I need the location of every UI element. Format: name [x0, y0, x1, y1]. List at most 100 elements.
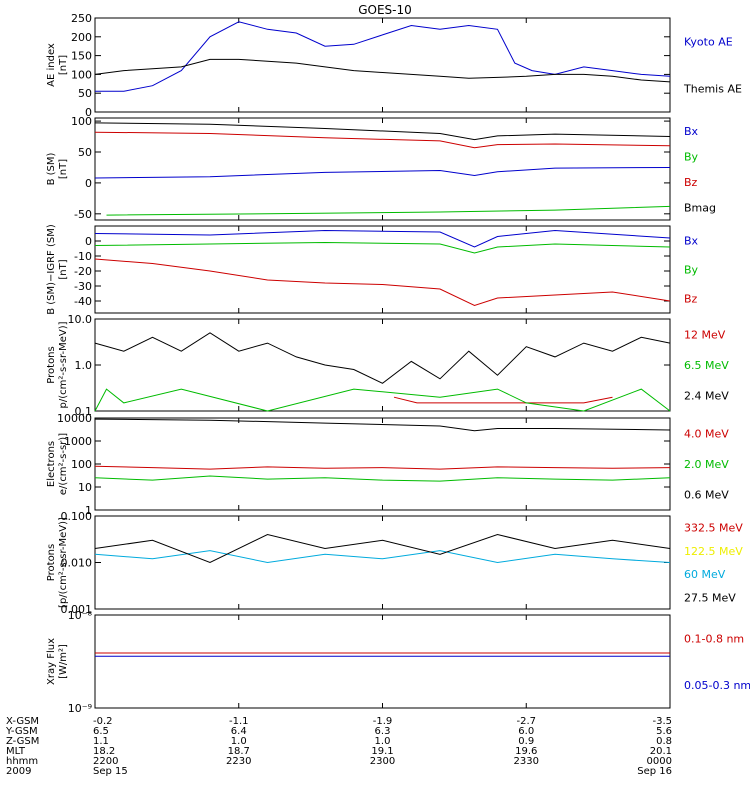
x-axis-value: 6.5: [93, 726, 109, 737]
y-tick-label: -40: [74, 295, 92, 308]
legend-label: Bx: [684, 125, 699, 138]
y-tick-label: 150: [71, 50, 92, 63]
y-tick-label: -10: [74, 250, 92, 263]
x-axis-value: -3.5: [652, 716, 672, 727]
legend-label: 0.6 MeV: [684, 489, 729, 502]
x-axis-value: 1.0: [231, 736, 247, 747]
series-line: [94, 550, 671, 564]
legend-label: By: [684, 264, 699, 277]
y-axis-unit-label: p/(cm²-s-sr-MeV)]: [58, 321, 69, 408]
series-line: [94, 388, 671, 412]
x-axis-value: -2.7: [516, 716, 536, 727]
y-tick-label: -30: [74, 280, 92, 293]
y-axis-label: B (SM): [46, 152, 57, 185]
y-tick-label: 0: [85, 235, 92, 248]
y-tick-label: 0: [85, 106, 92, 119]
y-axis-label: Protons: [46, 346, 57, 383]
panel-6: 0.001 0.010 0.100 Protons [p/(cm²-s-sr-MeV)]…: [46, 510, 743, 616]
panel-frame: [94, 17, 671, 113]
x-axis-value: 6.3: [375, 726, 391, 737]
legend-label: 4.0 MeV: [684, 427, 729, 440]
x-axis-value: 6.0: [518, 726, 534, 737]
series-line: [94, 258, 671, 307]
y-tick-label: 0: [85, 177, 92, 190]
y-axis-unit-label: [W/m²]: [58, 644, 69, 679]
series-line: [94, 131, 671, 149]
series-line: [94, 122, 671, 141]
panel-frame: [94, 515, 671, 610]
y-axis-unit-label: e/(cm²-s-sr)]: [58, 433, 69, 495]
x-axis-value: 20.1: [650, 746, 672, 757]
legend-label: 2.0 MeV: [684, 458, 729, 471]
y-tick-label: 100: [71, 458, 92, 471]
x-axis-value: 2230: [226, 756, 251, 767]
x-axis-value: 5.6: [656, 726, 672, 737]
y-tick-label: 0.1: [75, 405, 93, 418]
legend-label: 0.1-0.8 nm: [684, 632, 744, 645]
y-tick-label: 50: [78, 87, 92, 100]
series-line: [94, 229, 671, 248]
x-axis-value: 18.2: [93, 746, 115, 757]
y-axis-unit-label: [nT]: [58, 55, 69, 75]
y-tick-label: -50: [74, 208, 92, 221]
legend-label: Bz: [684, 176, 698, 189]
x-axis-row-label: hhmm: [6, 756, 38, 767]
y-tick-label: 10⁻⁹: [68, 702, 92, 715]
series-line: [95, 21, 671, 92]
legend-label: 0.05-0.3 nm: [684, 679, 750, 692]
y-tick-label: 100: [71, 115, 92, 128]
y-tick-label: 100: [71, 68, 92, 81]
x-axis-value: 19.1: [371, 746, 393, 757]
legend-label: 122.5 MeV: [684, 545, 743, 558]
panel-5: 1 10 100 1000 10000 Electrons e/(cm²-s-sr)] 4.0…: [46, 412, 729, 517]
y-axis-label: Electrons: [46, 441, 57, 487]
series-line: [94, 533, 671, 564]
panel-frame: [94, 417, 671, 511]
series-line: [94, 475, 671, 482]
y-tick-label: 1: [85, 504, 92, 517]
x-axis-value: 2330: [514, 756, 539, 767]
legend-label: Bmag: [684, 201, 716, 214]
series-line: [94, 167, 671, 179]
panel-frame: [94, 318, 671, 412]
y-axis-label: Protons: [46, 544, 57, 581]
y-axis-unit-label: [p/(cm²-s-sr-MeV)]: [58, 517, 69, 608]
x-axis-value: -1.1: [229, 716, 249, 727]
x-axis-value: 2200: [93, 756, 118, 767]
x-axis-value: 19.6: [515, 746, 537, 757]
x-axis-value: 1.1: [93, 736, 109, 747]
series-line: [94, 332, 671, 384]
y-tick-label: 10: [78, 481, 92, 494]
y-tick-label: 250: [71, 12, 92, 25]
panel-7: 10⁻⁹ 10⁻⁸ Xray Flux [W/m²] 0.1-0.8 nm 0.05-0.…: [46, 609, 750, 715]
y-tick-label: -20: [74, 265, 92, 278]
legend-label: 27.5 MeV: [684, 591, 736, 604]
panel-3: -40 -30 -20 -10 0 B (SM)−IGRF (SM) [nT] Bx By Bz: [46, 224, 699, 315]
x-axis-row-label: MLT: [6, 746, 26, 757]
legend-label: 332.5 MeV: [684, 522, 743, 535]
x-axis-value: 6.4: [231, 726, 247, 737]
x-axis-row-label: Z-GSM: [6, 736, 39, 747]
panel-1: 0 50 100 150 200 250 AE index [nT] Kyoto AE Themi…: [46, 12, 742, 119]
panel-4: 0.1 1.0 10.0 Protons p/(cm²-s-sr-MeV)] 12 MeV…: [46, 313, 729, 418]
legend-label: 2.4 MeV: [684, 390, 729, 403]
series-line: [94, 241, 671, 254]
series-line: [94, 58, 671, 83]
y-axis-label: Xray Flux: [46, 638, 57, 685]
series-line: [94, 418, 671, 432]
y-tick-label: 10⁻⁸: [68, 609, 93, 622]
x-axis-value: -0.2: [93, 716, 113, 727]
series-line: [393, 396, 613, 404]
y-axis-label: B (SM)−IGRF (SM): [46, 224, 57, 315]
legend-label: Bz: [684, 293, 698, 306]
x-axis-row-label: 2009: [6, 766, 31, 777]
x-axis-value: -1.9: [373, 716, 393, 727]
legend-label: Themis AE: [683, 83, 742, 96]
panel-frame: [94, 225, 671, 314]
legend-label: 6.5 MeV: [684, 359, 729, 372]
y-tick-label: 10.0: [68, 313, 93, 326]
x-axis-value: 0.8: [656, 736, 672, 747]
y-tick-label: 50: [78, 146, 92, 159]
